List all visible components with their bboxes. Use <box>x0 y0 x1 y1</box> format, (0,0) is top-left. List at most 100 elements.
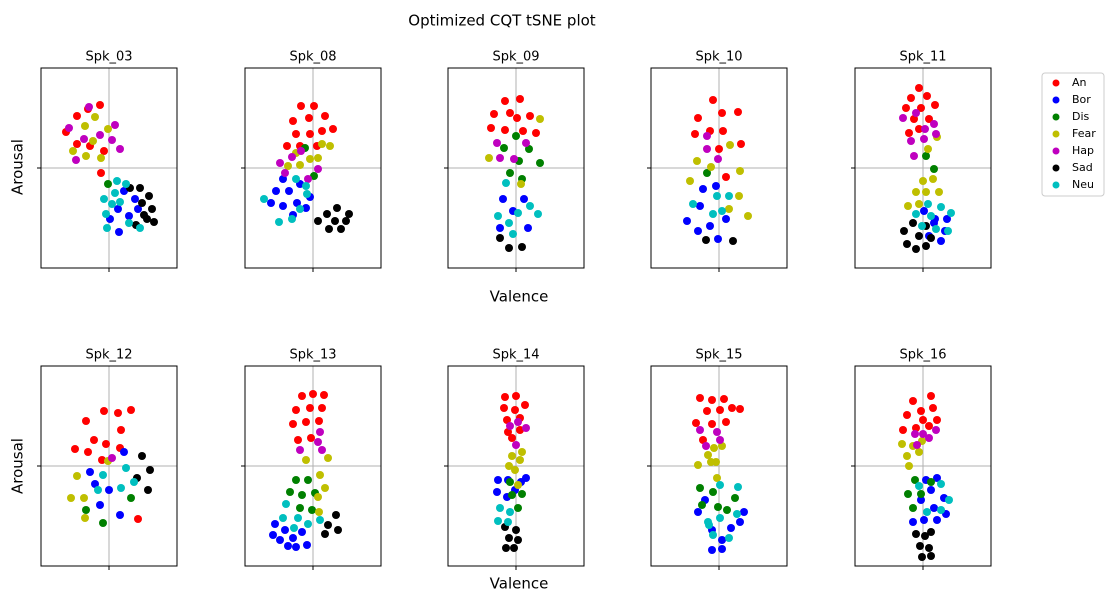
scatter-point <box>127 406 135 414</box>
scatter-point <box>310 102 318 110</box>
scatter-point <box>115 228 123 236</box>
scatter-point <box>919 177 927 185</box>
scatter-point <box>514 418 522 426</box>
scatter-point <box>306 155 314 163</box>
legend: An Bor Dis Fear Hap Sad Neu <box>1041 72 1105 197</box>
scatter-point <box>310 172 318 180</box>
subplot: Spk_08 <box>241 50 382 272</box>
scatter-point <box>505 462 513 470</box>
scatter-point <box>318 127 326 135</box>
scatter-point <box>516 95 524 103</box>
scatter-point <box>505 219 513 227</box>
scatter-point <box>316 428 324 436</box>
scatter-point <box>909 219 917 227</box>
scatter-point <box>324 454 332 462</box>
scatter-point <box>694 114 702 122</box>
scatter-point <box>927 212 935 220</box>
scatter-point <box>722 418 730 426</box>
plot-frame <box>244 67 382 269</box>
scatter-point <box>318 140 326 148</box>
scatter-point <box>303 541 311 549</box>
scatter-point <box>82 152 90 160</box>
scatter-point <box>125 219 133 227</box>
scatter-point <box>511 406 519 414</box>
scatter-point <box>709 96 717 104</box>
scatter-point <box>272 187 280 195</box>
scatter-point <box>81 514 89 522</box>
scatter-point <box>716 406 724 414</box>
scatter-point <box>298 392 306 400</box>
scatter-point <box>512 526 520 534</box>
legend-marker <box>1052 130 1060 138</box>
scatter-point <box>915 84 923 92</box>
scatter-point <box>73 472 81 480</box>
scatter-point <box>502 544 510 552</box>
scatter-point <box>935 188 943 196</box>
scatter-point <box>714 155 722 163</box>
scatter-point <box>298 528 306 536</box>
scatter-point <box>899 114 907 122</box>
scatter-point <box>326 142 334 150</box>
scatter-point <box>921 125 929 133</box>
legend-label: Sad <box>1072 161 1093 174</box>
scatter-point <box>725 192 733 200</box>
scatter-point <box>933 516 941 524</box>
scatter-point <box>296 161 304 169</box>
scatter-point <box>944 227 952 235</box>
scatter-point <box>98 456 106 464</box>
scatter-point <box>708 546 716 554</box>
legend-marker <box>1052 96 1060 104</box>
scatter-point <box>710 444 718 452</box>
scatter-point <box>131 195 139 203</box>
scatter-point <box>285 187 293 195</box>
scatter-point <box>306 404 314 412</box>
legend-marker <box>1052 147 1060 155</box>
scatter-point <box>713 428 721 436</box>
scatter-point <box>297 102 305 110</box>
scatter-point <box>334 526 342 534</box>
scatter-point <box>915 482 923 490</box>
scatter-point <box>292 175 300 183</box>
scatter-point <box>689 200 697 208</box>
scatter-point <box>522 424 530 432</box>
scatter-point <box>521 401 529 409</box>
scatter-point <box>122 464 130 472</box>
scatter-point <box>90 436 98 444</box>
scatter-point <box>510 155 518 163</box>
legend-label: Fear <box>1072 127 1096 140</box>
scatter-point <box>296 205 304 213</box>
plot-frame <box>447 67 585 269</box>
scatter-point <box>718 545 726 553</box>
scatter-point <box>290 524 298 532</box>
scatter-point <box>904 202 912 210</box>
scatter-point <box>708 420 716 428</box>
scatter-point <box>501 97 509 105</box>
scatter-point <box>520 195 528 203</box>
scatter-point <box>331 217 339 225</box>
scatter-point <box>490 110 498 118</box>
scatter-point <box>522 474 530 482</box>
scatter-point <box>919 430 927 438</box>
scatter-point <box>927 478 935 486</box>
scatter-point <box>509 230 517 238</box>
scatter-point <box>324 521 332 529</box>
scatter-point <box>903 240 911 248</box>
scatter-point <box>713 192 721 200</box>
scatter-point <box>148 205 156 213</box>
scatter-point <box>150 218 158 226</box>
scatter-point <box>85 103 93 111</box>
scatter-point <box>932 130 940 138</box>
scatter-point <box>506 478 514 486</box>
scatter-point <box>920 207 928 215</box>
scatter-point <box>917 496 925 504</box>
scatter-point <box>108 454 116 462</box>
scatter-point <box>302 418 310 426</box>
scatter-point <box>304 520 312 528</box>
scatter-point <box>694 227 702 235</box>
scatter-point <box>494 476 502 484</box>
scatter-point <box>116 198 124 206</box>
scatter-point <box>294 436 302 444</box>
scatter-point <box>304 175 312 183</box>
scatter-point <box>915 448 923 456</box>
legend-marker <box>1052 164 1060 172</box>
